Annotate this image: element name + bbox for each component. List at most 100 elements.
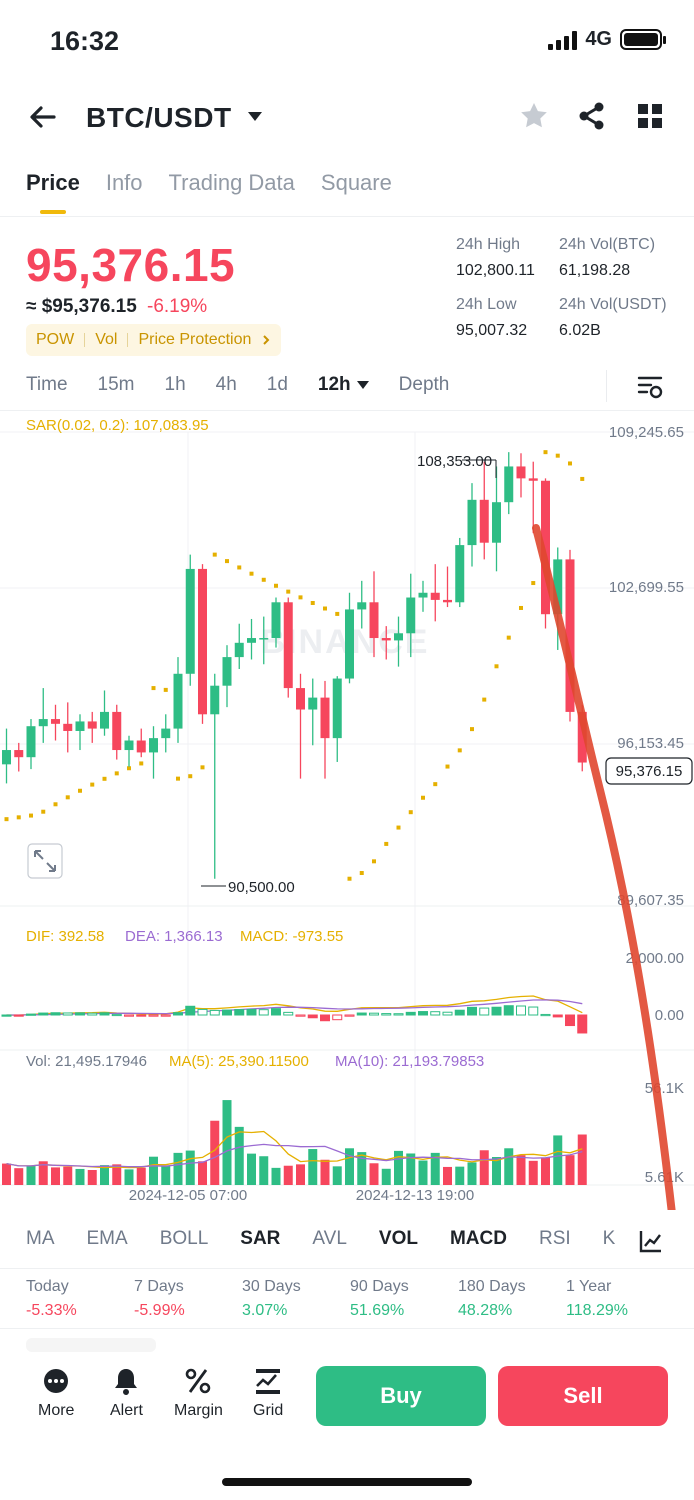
sar-dot <box>433 782 438 787</box>
sar-dot <box>421 795 425 800</box>
candle-body <box>528 478 538 481</box>
interval-4h[interactable]: 4h <box>215 374 237 395</box>
stat-24h-vol-usdt-label: 24h Vol(USDT) <box>559 296 667 313</box>
sar-dot <box>4 817 9 822</box>
nav-alert[interactable]: Alert <box>110 1366 143 1420</box>
interval-15m[interactable]: 15m <box>97 374 135 395</box>
stat-24h-vol-usdt: 6.02B <box>559 322 601 339</box>
macd-histogram-bar <box>38 1012 49 1016</box>
status-bar: 16:32 4G <box>0 0 694 80</box>
indicator-avl[interactable]: AVL <box>312 1228 347 1249</box>
sell-button[interactable]: Sell <box>498 1366 668 1426</box>
indicator-ema[interactable]: EMA <box>86 1228 128 1249</box>
last-price-tag-text: 95,376.15 <box>616 763 683 780</box>
indicator-sar[interactable]: SAR <box>240 1228 281 1249</box>
perf-value: 51.69% <box>350 1302 405 1319</box>
chart-settings-icon[interactable] <box>636 374 664 400</box>
sar-dot <box>151 686 156 691</box>
volume-bar <box>75 1168 85 1185</box>
macd-histogram-bar <box>13 1014 24 1017</box>
macd-histogram-bar <box>136 1014 147 1017</box>
sar-dot <box>335 611 340 616</box>
price-chart[interactable]: BINANCE SAR(0.02, 0.2): 107,083.95 109,2… <box>0 410 694 1210</box>
macd-histogram-bar <box>320 1014 330 1022</box>
indicator-macd[interactable]: MACD <box>449 1228 507 1249</box>
volume-bar <box>112 1164 122 1185</box>
battery-icon <box>620 29 666 50</box>
macd-histogram-bar <box>26 1013 36 1016</box>
candle-body <box>271 602 281 639</box>
percent-icon <box>186 1368 211 1394</box>
expand-chart-icon[interactable] <box>27 843 63 879</box>
macd-histogram-bar <box>454 1009 465 1016</box>
interval-depth[interactable]: Depth <box>398 374 450 395</box>
sar-dot <box>139 761 144 766</box>
macd-histogram-bar <box>565 1014 575 1027</box>
favorite-star-icon[interactable] <box>518 100 550 132</box>
macd-histogram <box>1 1005 588 1034</box>
y-tick-1: 109,245.65 <box>609 424 684 441</box>
macd-histogram-bar <box>234 1009 245 1016</box>
volume-bar <box>357 1152 367 1185</box>
cellular-signal-icon <box>548 30 578 50</box>
volume-bar <box>283 1165 293 1185</box>
indicator-boll[interactable]: BOLL <box>159 1228 209 1249</box>
share-icon[interactable] <box>576 100 608 132</box>
candle-body <box>553 559 563 615</box>
macd-histogram-bar <box>271 1008 281 1016</box>
pair-tags[interactable]: POW Vol Price Protection <box>26 324 282 356</box>
interval-12h[interactable]: 12h <box>318 374 369 396</box>
status-time: 16:32 <box>50 26 120 56</box>
volume-bar <box>136 1167 146 1185</box>
buy-button[interactable]: Buy <box>316 1366 486 1426</box>
interval-time[interactable]: Time <box>26 374 68 395</box>
sar-dot <box>286 589 291 594</box>
volume-bar <box>443 1166 452 1185</box>
candle-body <box>394 633 403 641</box>
volume-bar <box>308 1149 318 1185</box>
tab-info[interactable]: Info <box>105 170 143 195</box>
candle-body <box>185 568 195 674</box>
sar-dot <box>237 565 242 570</box>
tab-square[interactable]: Square <box>320 170 392 195</box>
indicator-rsi[interactable]: RSI <box>538 1228 571 1249</box>
pair-title[interactable]: BTC/USDT <box>86 102 232 133</box>
apps-grid-icon[interactable] <box>636 102 664 130</box>
indicator-ma[interactable]: MA <box>26 1228 55 1249</box>
volume-bar <box>296 1164 305 1185</box>
volume-bar <box>345 1148 354 1185</box>
tab-trading-data[interactable]: Trading Data <box>168 170 295 195</box>
chevron-down-icon[interactable] <box>248 112 262 121</box>
candle-body <box>222 657 232 686</box>
candle-body <box>296 688 305 710</box>
volume-bar <box>100 1165 109 1185</box>
high-marker-label: 108,353.00 <box>417 453 492 470</box>
perf-30-days: 30 Days 3.07% <box>242 1278 350 1320</box>
more-icon <box>44 1369 69 1393</box>
indicator-k[interactable]: K <box>602 1228 616 1249</box>
perf-label: 1 Year <box>566 1278 612 1295</box>
candle-body <box>467 499 477 546</box>
nav-margin[interactable]: Margin <box>174 1366 223 1420</box>
low-marker-label: 90,500.00 <box>228 879 295 896</box>
sar-dot <box>78 788 82 793</box>
macd-histogram-bar <box>197 1008 208 1016</box>
interval-1d[interactable]: 1d <box>266 374 288 395</box>
volume-bar <box>14 1168 24 1185</box>
back-arrow-icon[interactable] <box>26 100 60 134</box>
macd-histogram-bar <box>369 1012 379 1016</box>
nav-more[interactable]: More <box>38 1366 74 1420</box>
candle-body <box>357 602 367 610</box>
nav-grid[interactable]: Grid <box>253 1366 283 1420</box>
interval-1h[interactable]: 1h <box>164 374 186 395</box>
tab-price[interactable]: Price <box>26 170 80 214</box>
candle-body <box>479 499 489 543</box>
stat-24h-vol-btc-label: 24h Vol(BTC) <box>559 236 656 253</box>
indicator-vol[interactable]: VOL <box>378 1228 418 1249</box>
sar-dot <box>531 581 536 586</box>
sar-dot <box>372 859 376 864</box>
chart-type-icon[interactable] <box>638 1228 664 1254</box>
macd-histogram-bar <box>111 1013 122 1017</box>
sar-dot <box>212 552 217 557</box>
macd-histogram-bar <box>528 1006 539 1016</box>
